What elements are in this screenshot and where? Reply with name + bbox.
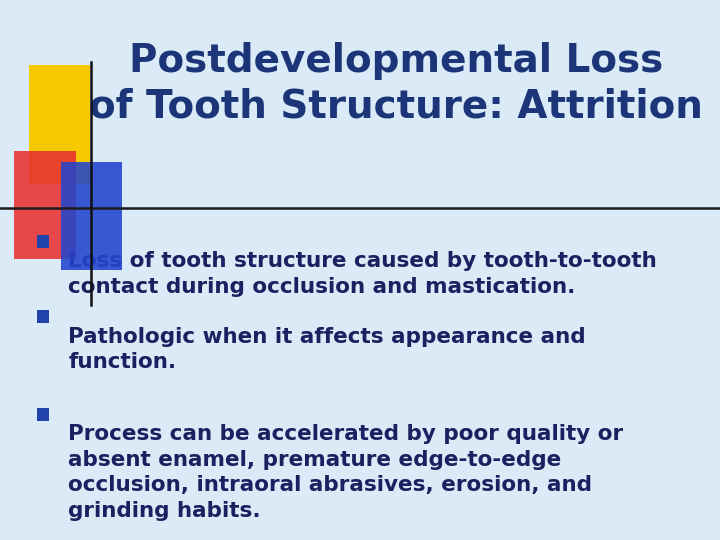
Text: Postdevelopmental Loss
of Tooth Structure: Attrition: Postdevelopmental Loss of Tooth Structur… [89,42,703,125]
Bar [37,408,49,421]
Text: Process can be accelerated by poor quality or
absent enamel, premature edge-to-e: Process can be accelerated by poor quali… [68,424,624,521]
Text: Pathologic when it affects appearance and
function.: Pathologic when it affects appearance an… [68,327,586,372]
Bar [37,235,49,248]
Text: Loss of tooth structure caused by tooth-to-tooth
contact during occlusion and ma: Loss of tooth structure caused by tooth-… [68,251,657,296]
Bar [29,65,90,184]
Bar [14,151,76,259]
Bar [61,162,122,270]
Bar [37,310,49,323]
